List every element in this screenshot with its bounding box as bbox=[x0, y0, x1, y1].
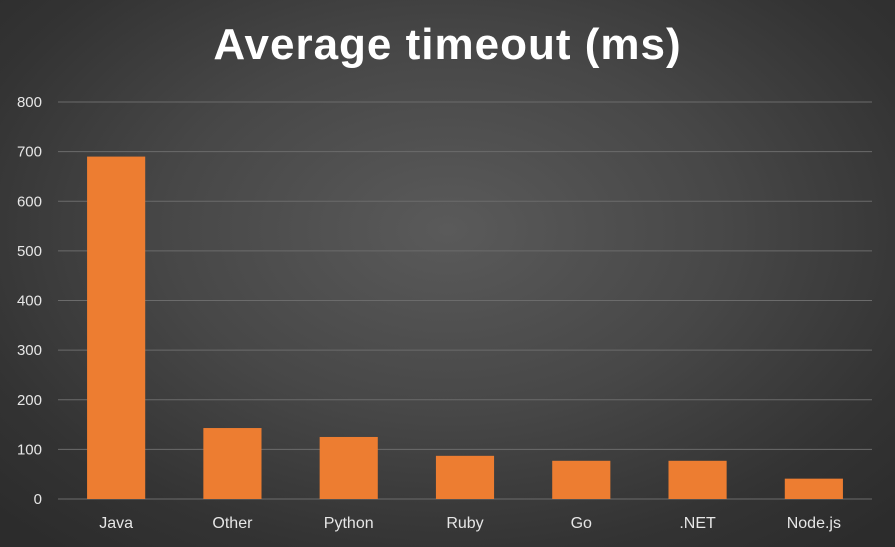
y-tick-label: 800 bbox=[17, 94, 42, 111]
x-category-label: Other bbox=[212, 515, 253, 532]
x-category-label: Ruby bbox=[446, 515, 483, 532]
bar bbox=[668, 460, 727, 499]
bar bbox=[319, 436, 378, 499]
bar bbox=[87, 156, 146, 499]
bar bbox=[784, 478, 843, 499]
y-tick-label: 200 bbox=[17, 392, 42, 409]
x-category-label: Java bbox=[99, 515, 133, 532]
y-tick-label: 300 bbox=[17, 342, 42, 359]
x-category-label: Python bbox=[324, 515, 374, 532]
y-tick-label: 700 bbox=[17, 144, 42, 161]
y-tick-label: 500 bbox=[17, 243, 42, 260]
y-tick-label: 0 bbox=[34, 491, 42, 508]
x-category-label: Go bbox=[571, 515, 592, 532]
bar bbox=[435, 455, 495, 499]
x-category-label: Node.js bbox=[787, 515, 841, 532]
bar bbox=[203, 428, 262, 499]
bar bbox=[552, 460, 611, 499]
y-tick-label: 600 bbox=[17, 193, 42, 210]
y-tick-label: 100 bbox=[17, 441, 42, 458]
y-tick-label: 400 bbox=[17, 293, 42, 310]
chart-title: Average timeout (ms) bbox=[213, 20, 682, 69]
x-category-label: .NET bbox=[679, 515, 716, 532]
